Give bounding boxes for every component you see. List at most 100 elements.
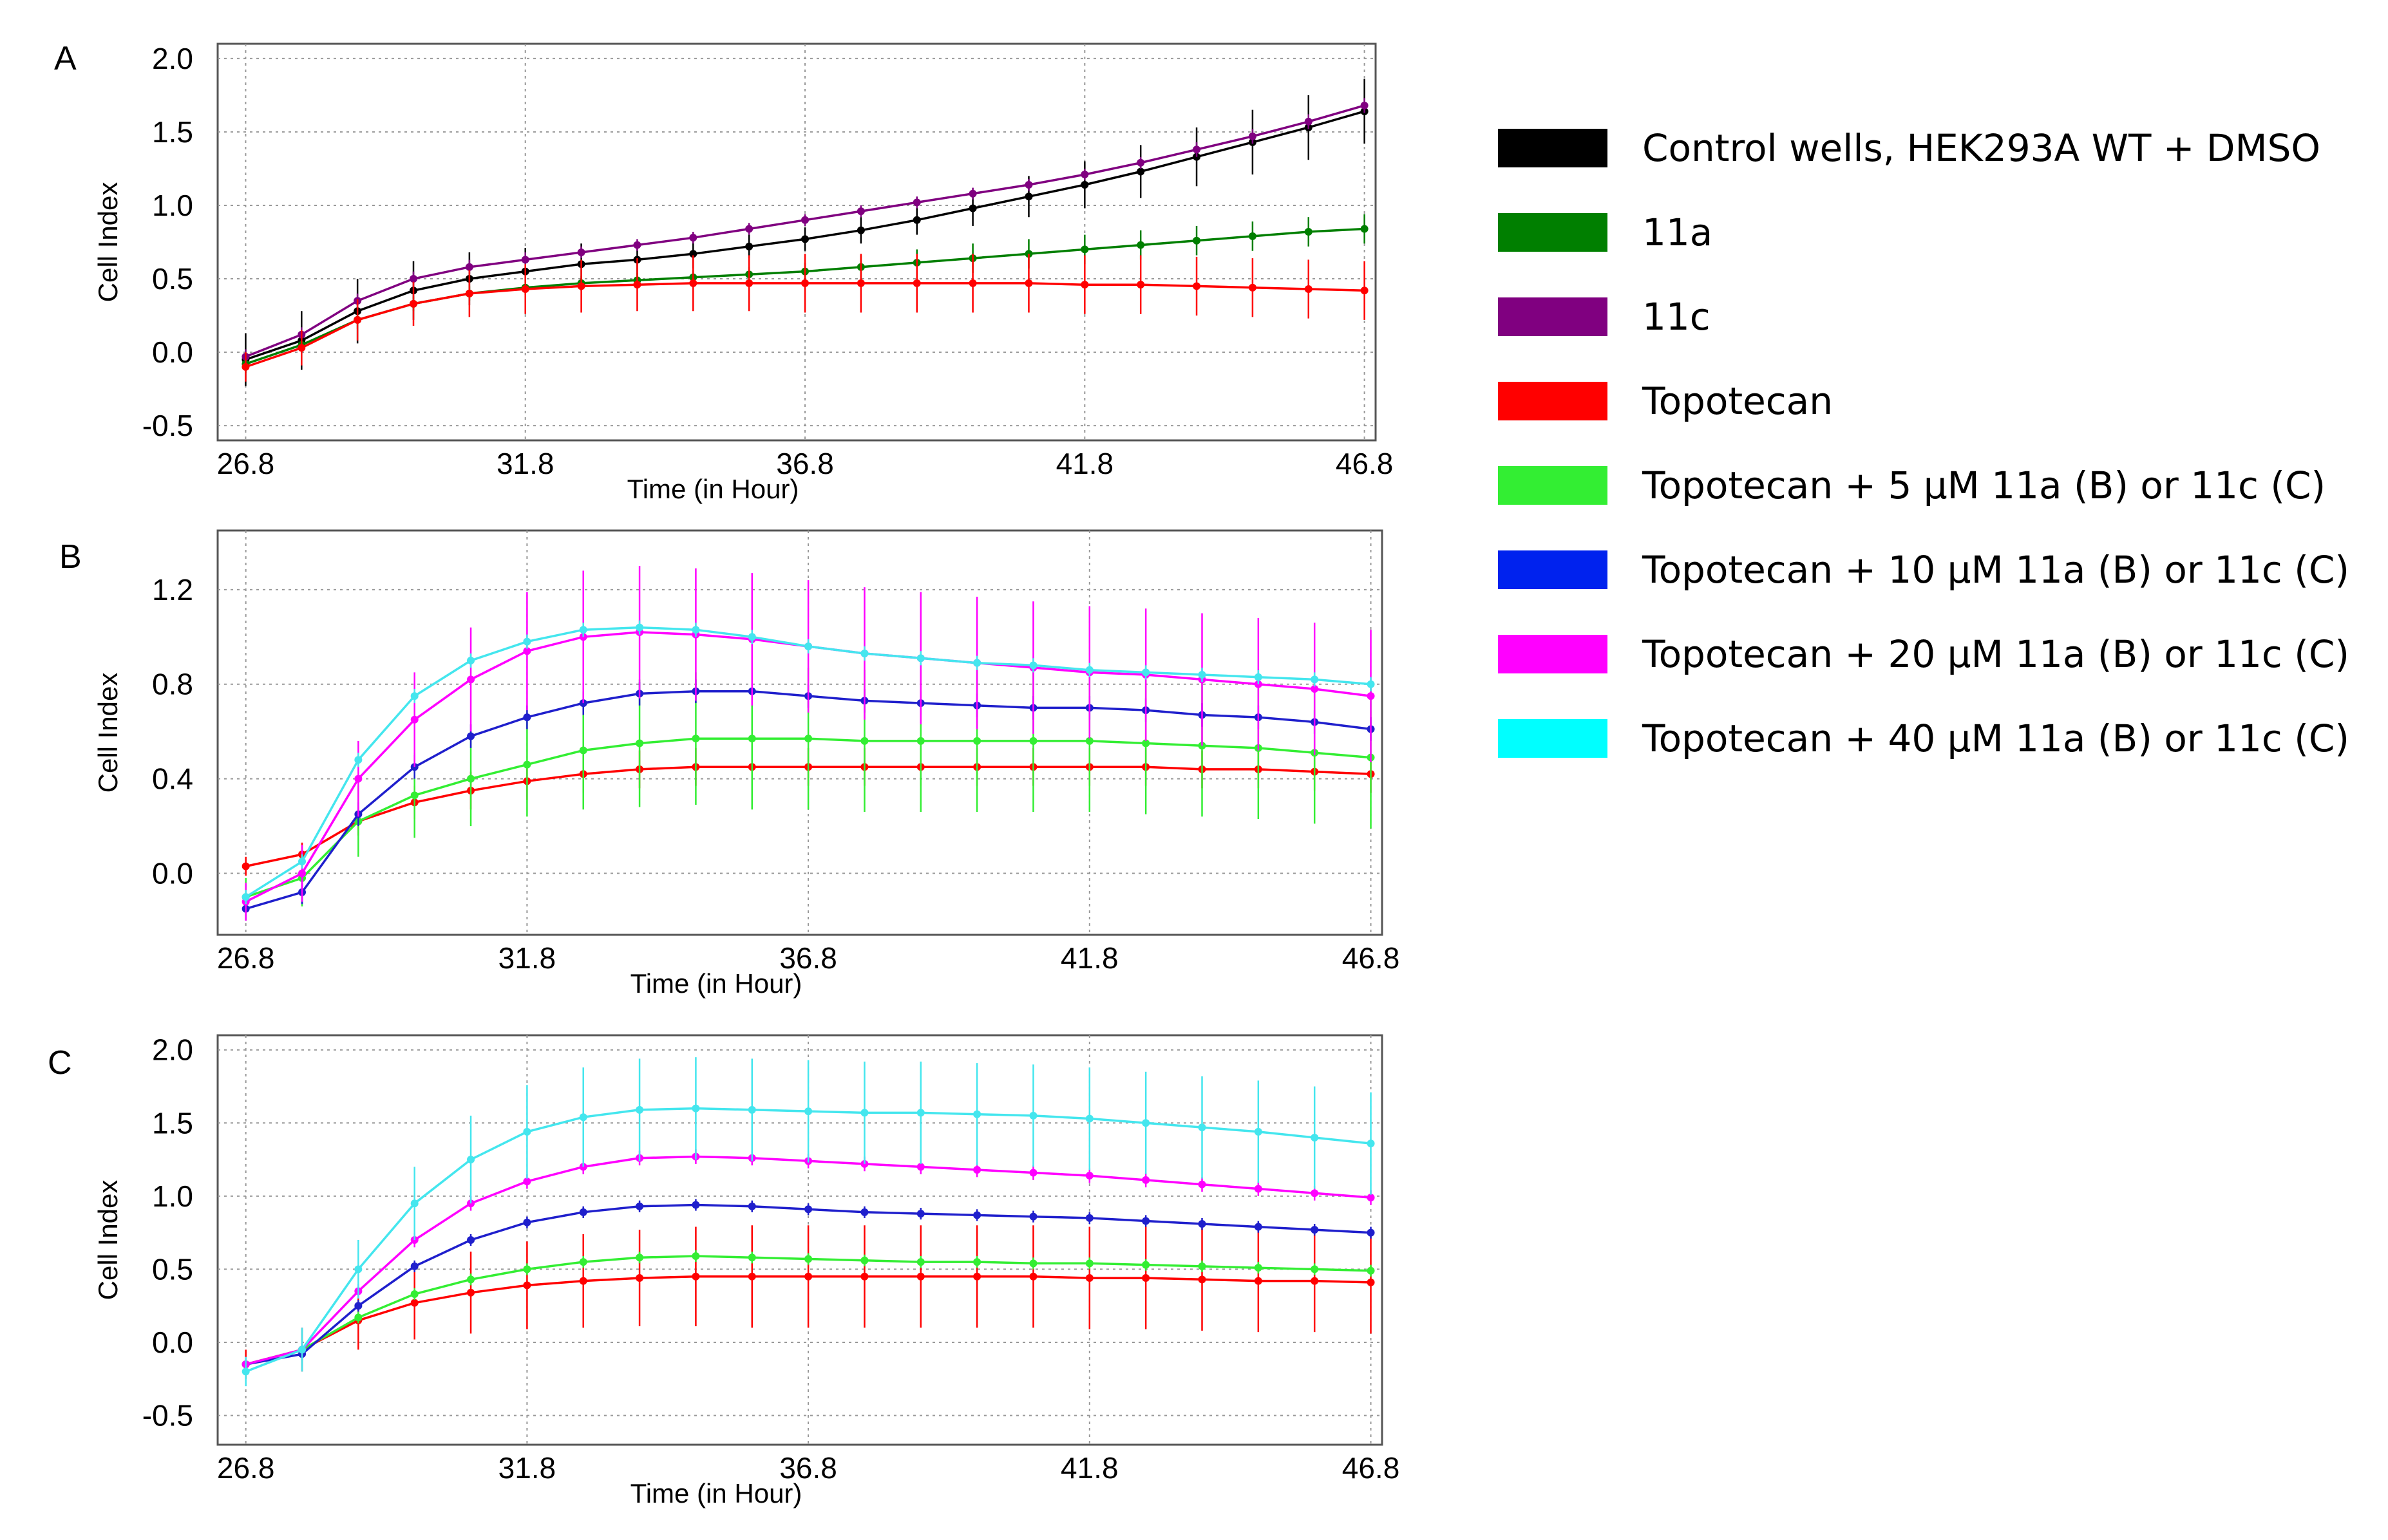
data-point: [354, 756, 363, 764]
data-point: [1085, 1259, 1094, 1268]
series: [242, 254, 1369, 382]
y-axis-label: Cell Index: [93, 182, 123, 303]
y-tick-label: 0.5: [152, 262, 193, 296]
data-point: [1085, 1274, 1094, 1282]
data-point: [467, 1275, 475, 1284]
x-tick-label: 31.8: [498, 1451, 556, 1485]
data-point: [973, 1211, 981, 1219]
data-point: [1367, 1278, 1375, 1286]
plot-frame: [216, 42, 1377, 442]
y-tick-label: 1.2: [152, 573, 193, 606]
data-point: [1142, 739, 1150, 747]
data-point: [1029, 737, 1038, 745]
legend-swatch: [1498, 719, 1607, 758]
y-tick-label: -0.5: [142, 1399, 193, 1432]
data-point: [1142, 1217, 1150, 1225]
data-point: [1198, 1275, 1206, 1284]
legend-label: Topotecan + 5 μM 11a (B) or 11c (C): [1642, 464, 2326, 507]
data-point: [1304, 117, 1312, 126]
data-point: [523, 637, 531, 646]
series: [242, 98, 1369, 364]
data-point: [521, 285, 529, 294]
y-tick-label: 0.0: [152, 335, 193, 369]
data-point: [242, 893, 250, 901]
data-point: [860, 1272, 869, 1281]
data-point: [1142, 1274, 1150, 1282]
data-point: [973, 1272, 981, 1281]
x-tick-label: 26.8: [217, 941, 275, 975]
panel-a: A 26.8 31.8 36.8 41.8 46.8 -0.5 0.0 0.5 1.0 1.5 2.0…: [54, 40, 1393, 504]
data-point: [354, 1302, 363, 1310]
data-point: [1137, 281, 1145, 289]
data-point: [579, 1113, 587, 1122]
data-point: [748, 735, 756, 743]
y-tick-label: 2.0: [152, 42, 193, 75]
data-point: [633, 281, 641, 289]
data-point: [804, 1272, 813, 1281]
data-point: [860, 1109, 869, 1117]
data-point: [467, 1236, 475, 1244]
data-point: [1025, 181, 1033, 189]
data-point: [1193, 146, 1201, 154]
data-point: [636, 1274, 644, 1282]
data-point: [748, 1105, 756, 1114]
data-point: [913, 216, 921, 224]
data-point: [1304, 285, 1312, 294]
x-tick-label: 46.8: [1336, 447, 1394, 480]
y-tick-label: 1.0: [152, 1179, 193, 1213]
legend-swatch: [1498, 297, 1607, 336]
plot-frame: [216, 1034, 1383, 1446]
data-point: [1248, 132, 1256, 140]
data-point: [748, 1272, 756, 1281]
panels: A 26.8 31.8 36.8 41.8 46.8 -0.5 0.0 0.5 1.0 1.5 2.0…: [48, 40, 1399, 1508]
data-point: [1311, 1134, 1319, 1141]
data-point: [579, 626, 587, 634]
data-point: [1198, 1180, 1206, 1188]
x-tick-label: 41.8: [1056, 447, 1114, 480]
panel-letter: C: [48, 1044, 72, 1082]
data-point: [1029, 661, 1038, 670]
legend-item: Topotecan: [1498, 379, 1833, 423]
data-point: [1360, 286, 1369, 295]
data-point: [636, 1254, 644, 1262]
data-point: [354, 315, 362, 324]
legend-swatch: [1498, 382, 1607, 420]
data-point: [579, 1258, 587, 1266]
data-point: [354, 775, 363, 783]
data-point: [969, 204, 977, 212]
data-point: [523, 1178, 531, 1186]
y-tick-label: 1.5: [152, 1106, 193, 1140]
data-point: [1367, 1194, 1375, 1202]
x-tick-label: 46.8: [1342, 941, 1400, 975]
x-tick-label: 31.8: [498, 941, 556, 975]
x-tick-label: 41.8: [1061, 1451, 1119, 1485]
data-point: [523, 1265, 531, 1273]
series: [242, 1225, 1375, 1379]
data-point: [298, 344, 306, 352]
data-point: [1085, 666, 1094, 674]
data-point: [745, 279, 753, 287]
data-point: [973, 1258, 981, 1266]
y-tick-label: 1.0: [152, 189, 193, 222]
data-point: [410, 692, 419, 700]
data-point: [354, 1265, 363, 1273]
data-point: [1311, 675, 1319, 684]
x-tick-label: 41.8: [1061, 941, 1119, 975]
series: [242, 1199, 1375, 1371]
data-point: [804, 1205, 813, 1214]
data-point: [636, 623, 644, 632]
data-point: [636, 1202, 644, 1210]
data-point: [1254, 1127, 1262, 1136]
data-point: [1137, 241, 1145, 249]
data-point: [1360, 225, 1369, 233]
x-axis-label: Time (in Hour): [627, 474, 799, 504]
legend-label: Control wells, HEK293A WT + DMSO: [1642, 126, 2320, 170]
legend-item: Topotecan + 20 μM 11a (B) or 11c (C): [1498, 632, 2349, 676]
data-point: [1085, 1114, 1094, 1123]
legend-swatch: [1498, 635, 1607, 673]
data-point: [467, 1288, 475, 1297]
data-point: [1081, 181, 1089, 189]
x-tick-label: 26.8: [217, 447, 275, 480]
data-point: [523, 1218, 531, 1226]
series: [242, 1057, 1375, 1387]
